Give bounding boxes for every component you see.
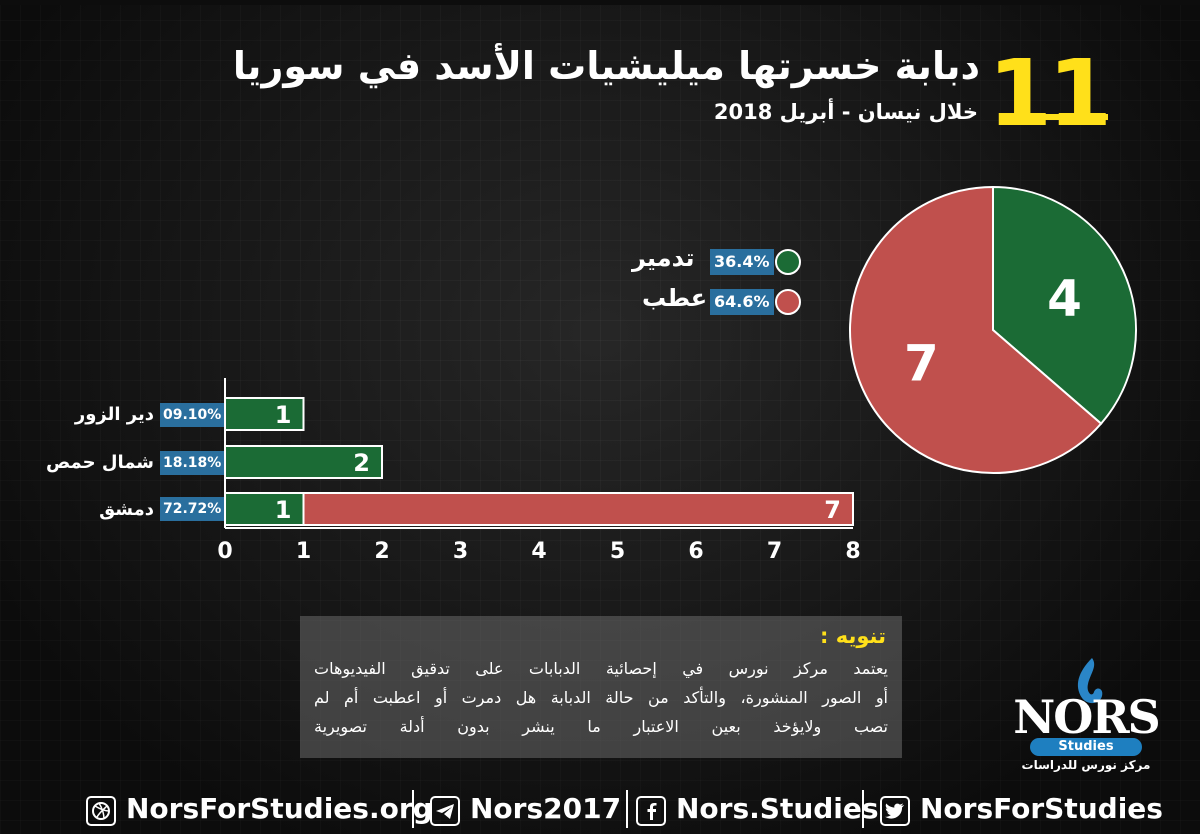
note-line: تصب ولايؤخذ بعين الاعتبار ما ينشر بدون أ…: [314, 717, 888, 736]
page-title: دبابة خسرتها ميليشيات الأسد في سوريا: [232, 44, 980, 88]
bar-category-label-damascus: دمشق: [99, 499, 154, 520]
legend-item-damaged: عطب 64.6%: [630, 284, 805, 318]
bar-category-label-north-homs: شمال حمص: [45, 452, 154, 473]
dribbble-icon: [86, 796, 116, 826]
footer-social-bar: NorsForStudies.org Nors2017 Nors.Studies…: [0, 782, 1200, 834]
headline-number-underline: [1000, 114, 1108, 120]
legend-percent: 64.6%: [710, 289, 774, 315]
headline-number: 11: [987, 40, 1112, 147]
twitter-icon: [880, 796, 910, 826]
note-box: تنويه : يعتمد مركز نورس في إحصائية الدبا…: [300, 616, 902, 758]
logo-flame-icon: [1077, 658, 1103, 704]
legend-item-destroyed: تدمير 36.4%: [630, 244, 805, 278]
note-text: يعتمد مركز نورس في إحصائية الدبابات على …: [314, 654, 888, 741]
legend-swatch: [775, 289, 801, 315]
logo-subtitle: Studies: [1030, 738, 1142, 756]
footer-separator: [412, 790, 414, 828]
footer-separator: [626, 790, 628, 828]
logo-arabic-name: مركز نورس للدراسات: [1021, 758, 1151, 772]
facebook-icon: [636, 796, 666, 826]
footer-telegram-text: Nors2017: [470, 792, 622, 825]
note-line: يعتمد مركز نورس في إحصائية الدبابات على …: [314, 659, 888, 678]
note-title: تنويه :: [820, 624, 886, 648]
note-line: أو الصور المنشورة، والتأكد من حالة الدبا…: [314, 688, 888, 707]
legend-swatch: [775, 249, 801, 275]
bar-category-percent-north-homs: 18.18%: [160, 451, 225, 475]
footer-twitter-text: NorsForStudies: [920, 792, 1163, 825]
bar-category-label-deir-ezzor: دير الزور: [74, 404, 154, 425]
legend-label: تدمير: [632, 244, 695, 272]
footer-separator: [862, 790, 864, 828]
footer-facebook-text: Nors.Studies: [676, 792, 879, 825]
legend-label: عطب: [642, 284, 708, 312]
legend-percent: 36.4%: [710, 249, 774, 275]
top-border: [0, 0, 1200, 5]
bar-category-percent-damascus: 72.72%: [160, 497, 225, 521]
nors-logo: NORS Studies مركز نورس للدراسات: [1008, 652, 1164, 772]
bar-category-percent-deir-ezzor: 09.10%: [160, 403, 225, 427]
logo-text: NORS: [1013, 690, 1161, 744]
footer-website-text: NorsForStudies.org: [126, 792, 433, 825]
telegram-icon: [430, 796, 460, 826]
page-subtitle: خلال نيسان - أبريل 2018: [713, 100, 978, 124]
